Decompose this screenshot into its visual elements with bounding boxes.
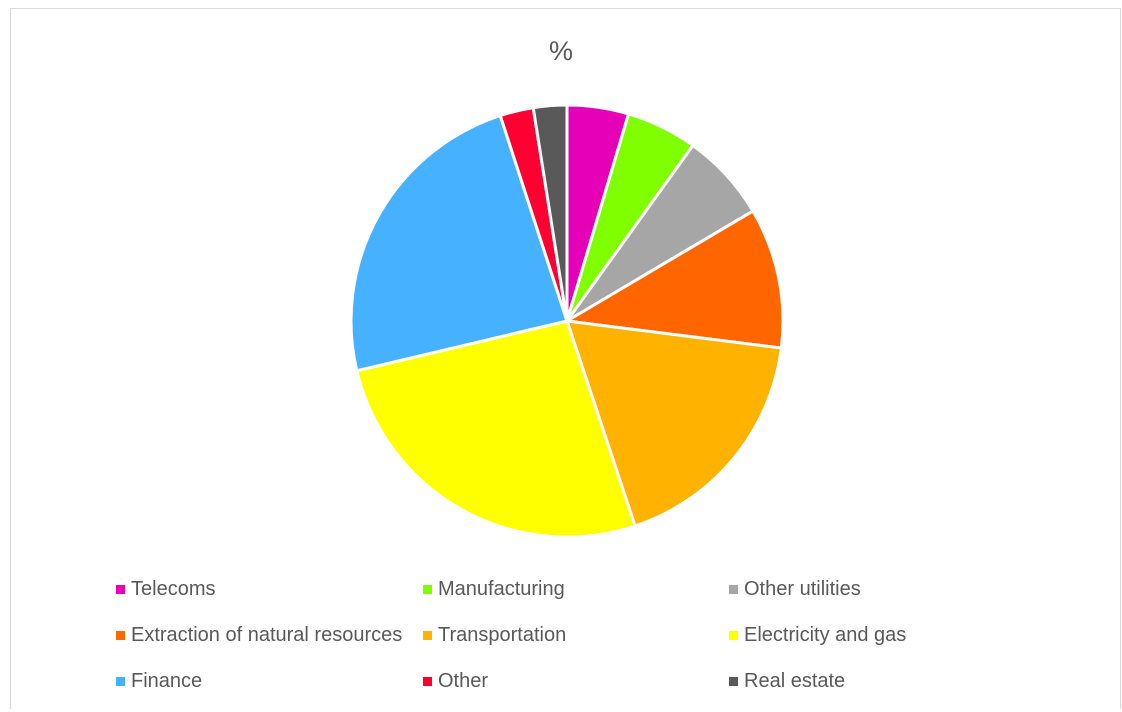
legend-label: Extraction of natural resources xyxy=(131,623,403,646)
legend-label: Finance xyxy=(131,669,203,692)
legend-item-other: Other xyxy=(423,666,729,696)
legend-label: Other utilities xyxy=(744,577,861,600)
pie-slice-extraction-of-natural-resources xyxy=(565,209,785,350)
legend-swatch xyxy=(116,630,125,640)
legend-swatch xyxy=(729,584,738,594)
chart-frame xyxy=(10,8,1121,709)
legend-item-finance: Finance xyxy=(116,666,423,696)
legend-item-manufacturing: Manufacturing xyxy=(423,574,729,604)
legend-swatch xyxy=(116,676,125,686)
legend-label: Transportation xyxy=(438,623,567,646)
legend-swatch xyxy=(729,630,738,640)
legend-label: Manufacturing xyxy=(438,577,565,600)
legend-item-transportation: Transportation xyxy=(423,620,729,650)
legend-label: Real estate xyxy=(744,669,846,692)
legend-swatch xyxy=(423,676,432,686)
pie-slices xyxy=(349,103,785,539)
legend-swatch xyxy=(116,584,125,594)
legend-label: Electricity and gas xyxy=(744,623,907,646)
legend-swatch xyxy=(729,676,738,686)
legend-label: Other xyxy=(438,669,489,692)
legend-label: Telecoms xyxy=(131,577,216,600)
legend-item-telecoms: Telecoms xyxy=(116,574,423,604)
pie-slice-transportation xyxy=(565,319,783,528)
pie-slice-electricity-and-gas xyxy=(355,319,637,539)
pie-slice-finance xyxy=(349,114,569,373)
legend-swatch xyxy=(423,584,432,594)
chart-legend: Telecoms Manufacturing Other utilities Extr… xyxy=(116,574,916,712)
legend-swatch xyxy=(423,630,432,640)
legend-item-electricity-and-gas: Electricity and gas xyxy=(729,620,916,650)
legend-item-extraction-of-natural-resources: Extraction of natural resources xyxy=(116,620,423,650)
pie-slice-real-estate xyxy=(531,103,569,323)
chart-title: % xyxy=(548,36,573,66)
legend-item-real-estate: Real estate xyxy=(729,666,916,696)
legend-item-other-utilities: Other utilities xyxy=(729,574,916,604)
